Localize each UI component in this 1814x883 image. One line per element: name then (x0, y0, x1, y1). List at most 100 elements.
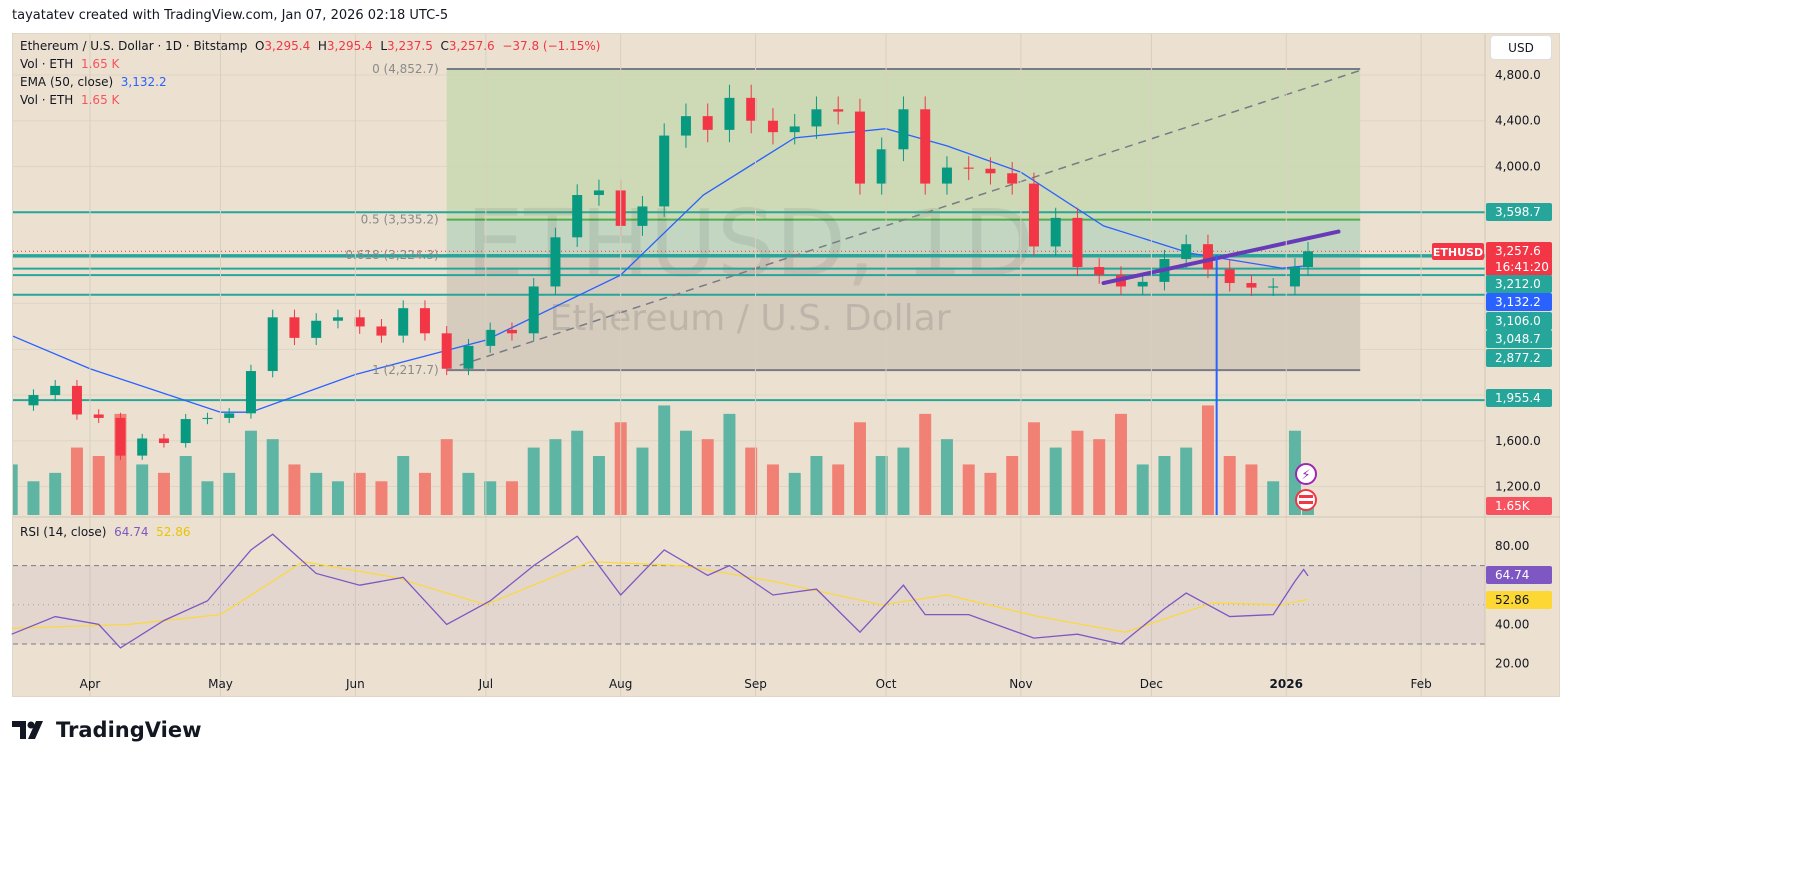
candle-body (93, 414, 104, 418)
rsi-line (11, 533, 1309, 649)
price-tick-label: 1,200.0 (1495, 479, 1541, 493)
candle-body (1028, 183, 1039, 247)
candle-body (528, 286, 539, 334)
candle (876, 137, 887, 195)
lightning-glyph: ⚡ (1301, 468, 1310, 483)
axis-label-bg (1486, 330, 1552, 348)
volume-bar (484, 481, 497, 515)
support-trendline (1101, 229, 1341, 286)
candle-body (506, 329, 517, 334)
price-tick-label: 4,400.0 (1495, 114, 1541, 128)
time-tick-label: Nov (1009, 677, 1032, 691)
axis-label-bg (1486, 242, 1552, 260)
candle (746, 84, 757, 134)
candle-body (550, 237, 561, 287)
close-value: 3,257.6 (448, 39, 495, 53)
candle (332, 309, 343, 329)
volume-value: 1.65 K (80, 57, 120, 71)
candle (854, 98, 865, 195)
candle-body (50, 385, 61, 396)
rsi-ma-line (11, 561, 1309, 633)
candle (115, 412, 126, 460)
candle (1007, 162, 1018, 195)
candle-body (224, 413, 235, 418)
volume-bar (897, 447, 910, 515)
price-tick-label: 4,000.0 (1495, 159, 1541, 173)
axis-label-rsi: 64.74 (1495, 568, 1529, 582)
symbol-tag (1432, 243, 1484, 260)
candle (550, 227, 561, 295)
currency-button[interactable]: USD (1490, 35, 1552, 60)
candle-body (1137, 281, 1148, 287)
rsi-value: 64.74 (114, 525, 149, 539)
candle (680, 103, 691, 148)
low-value: 3,237.5 (387, 39, 433, 53)
candle (963, 156, 974, 181)
candle-body (485, 329, 496, 346)
axis-label-rsi_ma: 52.86 (1495, 593, 1529, 607)
volume-bar (875, 456, 888, 515)
candle-body (267, 317, 278, 372)
price-tick-label: 1,600.0 (1495, 434, 1541, 448)
symbol-legend: Ethereum / U.S. Dollar · 1D · Bitstamp O… (20, 39, 600, 53)
candle-body (202, 417, 213, 420)
volume-bar (1136, 464, 1149, 515)
candle (1050, 207, 1061, 256)
volume-bar (244, 430, 257, 515)
volume-bar (832, 464, 845, 515)
candle (1268, 278, 1279, 296)
candle-body (398, 308, 409, 336)
open-value: 3,295.4 (264, 39, 311, 53)
candle (1094, 258, 1105, 284)
volume-bar (397, 456, 410, 515)
axis-label-level: 3,106.0 (1495, 314, 1541, 328)
candle-body (376, 326, 387, 336)
candle (398, 300, 409, 343)
candle (137, 433, 148, 460)
candle-body (593, 190, 604, 196)
volume-legend-2[interactable]: Vol · ETH 1.65 K (20, 93, 119, 107)
symbol-name[interactable]: Ethereum / U.S. Dollar · 1D · Bitstamp (20, 39, 248, 53)
time-tick-label: Sep (744, 677, 767, 691)
volume-legend[interactable]: Vol · ETH 1.65 K (20, 57, 119, 71)
volume-bar (27, 481, 40, 515)
candle-body (158, 438, 169, 444)
volume-bar (1071, 430, 1084, 515)
candle-body (767, 120, 778, 133)
low-label: L (380, 39, 388, 53)
volume-bar (331, 481, 344, 515)
axis-label-bg (1486, 349, 1552, 367)
candle-body (28, 395, 39, 406)
candle (441, 326, 452, 376)
volume-bar (592, 456, 605, 515)
event-lightning-icon (1295, 463, 1317, 485)
volume-bar (418, 472, 431, 515)
candle (71, 379, 82, 420)
candle (833, 96, 844, 125)
volume-bar (636, 447, 649, 515)
candle-body (1303, 251, 1313, 268)
axis-label-level: 1,955.4 (1495, 391, 1541, 405)
ema-legend[interactable]: EMA (50, close) 3,132.2 (20, 75, 167, 89)
rsi-tick-label: 20.00 (1495, 657, 1529, 671)
ema-value: 3,132.2 (120, 75, 167, 89)
volume-bar (223, 472, 236, 515)
volume-bar (919, 413, 932, 515)
volume-bar (266, 439, 279, 515)
candle (1224, 260, 1235, 292)
candle (1028, 172, 1039, 256)
volume-bar (788, 472, 801, 515)
tradingview-logo[interactable]: TradingView (12, 718, 201, 742)
candle-body (115, 417, 126, 456)
candle (1072, 207, 1083, 276)
chart-credit: tayatatev created with TradingView.com, … (12, 8, 449, 23)
candle (289, 309, 300, 346)
rsi-ma-value: 52.86 (156, 525, 191, 539)
candle-body (680, 116, 691, 136)
axis-label-level: 3,598.7 (1495, 205, 1541, 219)
candle (702, 103, 713, 143)
candle-body (833, 109, 844, 112)
rsi-legend[interactable]: RSI (14, close) 64.74 52.86 (20, 525, 190, 539)
candle-body (332, 317, 343, 321)
